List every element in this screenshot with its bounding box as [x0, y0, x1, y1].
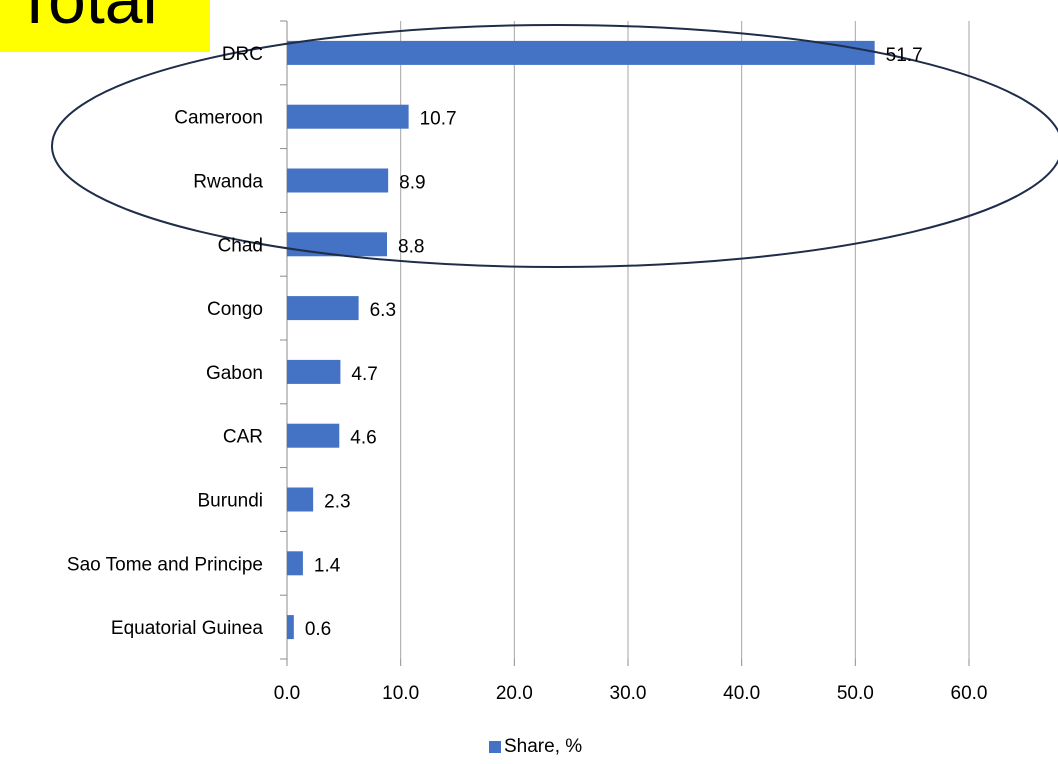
callout-box: Total: [0, 0, 210, 52]
x-tick-label-6: 60.0: [951, 683, 988, 704]
bar-4: [287, 296, 359, 321]
category-label-2: Rwanda: [193, 172, 263, 193]
bar-6: [287, 423, 340, 448]
category-label-5: Gabon: [206, 363, 263, 384]
data-label-4: 6.3: [370, 300, 396, 321]
data-label-3: 8.8: [398, 236, 424, 257]
category-label-7: Burundi: [198, 491, 264, 512]
data-label-1: 10.7: [420, 109, 457, 130]
highlight-ellipse: [51, 24, 1058, 268]
data-label-8: 1.4: [314, 555, 341, 576]
bar-1: [287, 104, 409, 129]
x-tick-label-0: 0.0: [274, 683, 300, 704]
data-label-5: 4.7: [351, 364, 377, 385]
bar-7: [287, 487, 314, 512]
data-label-6: 4.6: [350, 428, 376, 449]
data-label-0: 51.7: [886, 45, 923, 66]
category-label-6: CAR: [223, 427, 263, 448]
x-tick-label-3: 30.0: [610, 683, 647, 704]
data-label-9: 0.6: [305, 619, 331, 640]
bar-3: [287, 232, 388, 257]
x-tick-label-2: 20.0: [496, 683, 533, 704]
bar-9: [287, 615, 294, 640]
x-tick-label-5: 50.0: [837, 683, 874, 704]
data-label-2: 8.9: [399, 173, 425, 194]
category-label-9: Equatorial Guinea: [111, 618, 264, 639]
category-label-4: Congo: [207, 299, 263, 320]
category-label-3: Chad: [218, 235, 263, 256]
bar-2: [287, 168, 389, 193]
x-tick-label-1: 10.0: [382, 683, 419, 704]
legend-label: Share, %: [504, 736, 582, 757]
legend-swatch: [489, 741, 501, 753]
category-label-0: DRC: [222, 44, 263, 65]
x-tick-label-4: 40.0: [723, 683, 760, 704]
category-label-8: Sao Tome and Principe: [67, 554, 263, 575]
bar-8: [287, 551, 303, 576]
bar-0: [287, 40, 875, 65]
data-label-7: 2.3: [324, 492, 350, 513]
category-label-1: Cameroon: [174, 108, 263, 129]
bar-5: [287, 359, 341, 384]
callout-text: Total: [14, 0, 158, 38]
